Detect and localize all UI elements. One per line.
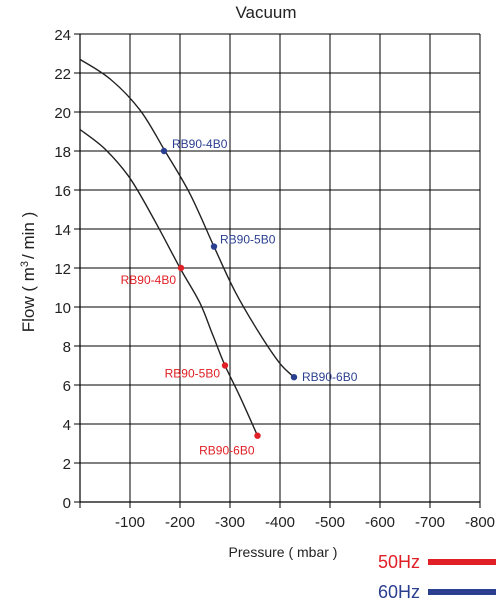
y-tick-label: 24 <box>54 27 71 44</box>
data-point <box>221 362 229 369</box>
x-tick-labels: -100 -200 -300 -400 -500 -600 -700 -800 <box>115 514 495 531</box>
legend-swatch <box>428 559 496 565</box>
y-axis-label-main: Flow ( m <box>19 267 38 332</box>
point-label: RB90-5B0 <box>165 367 221 381</box>
series-curves <box>79 58 295 436</box>
y-tick-label: 16 <box>54 183 71 200</box>
legend-label: 60Hz <box>378 582 420 602</box>
point-label: RB90-6B0 <box>199 444 255 458</box>
series-points: RB90-4B0 RB90-5B0 RB90-6B0 RB90-4B0 RB90-5B0… <box>121 137 358 458</box>
axes <box>74 33 481 508</box>
x-tick-label: -300 <box>215 514 245 531</box>
legend-label: 50Hz <box>378 552 420 572</box>
x-tick-label: -200 <box>165 514 195 531</box>
y-tick-label: 18 <box>54 144 71 161</box>
y-tick-label: 22 <box>54 66 71 83</box>
y-tick-label: 4 <box>63 417 71 434</box>
y-tick-label: 20 <box>54 105 71 122</box>
curve-50Hz <box>79 128 259 436</box>
data-point <box>210 243 218 250</box>
y-tick-label: 12 <box>54 261 71 278</box>
point-label: RB90-5B0 <box>220 233 276 247</box>
x-tick-label: -400 <box>265 514 295 531</box>
legend-swatch <box>428 589 496 595</box>
y-tick-label: 8 <box>63 339 71 356</box>
data-point <box>290 374 298 381</box>
y-axis-label-tail: / min ) <box>19 212 38 259</box>
grid <box>80 33 481 502</box>
data-point <box>177 264 185 272</box>
y-axis-label: Flow ( m3 / min ) <box>19 212 38 333</box>
y-tick-label: 6 <box>63 378 71 395</box>
x-tick-label: -500 <box>315 514 345 531</box>
y-axis-label-superscript: 3 <box>19 261 31 267</box>
y-tick-label: 10 <box>54 300 71 317</box>
x-tick-label: -700 <box>415 514 445 531</box>
x-tick-label: -800 <box>465 514 495 531</box>
y-tick-label: 2 <box>63 456 71 473</box>
x-tick-label: -600 <box>365 514 395 531</box>
chart-title: Vacuum <box>235 3 296 22</box>
y-tick-label: 0 <box>63 495 71 512</box>
x-tick-label: -100 <box>115 514 145 531</box>
data-point <box>160 147 168 155</box>
curve-60Hz <box>79 58 295 378</box>
data-point <box>254 432 261 439</box>
y-tick-label: 14 <box>54 222 71 239</box>
x-axis-label: Pressure ( mbar ) <box>229 544 338 560</box>
point-label: RB90-6B0 <box>302 370 358 384</box>
point-label: RB90-4B0 <box>172 137 228 151</box>
point-label: RB90-4B0 <box>121 273 177 287</box>
legend: 50Hz 60Hz <box>378 552 496 602</box>
